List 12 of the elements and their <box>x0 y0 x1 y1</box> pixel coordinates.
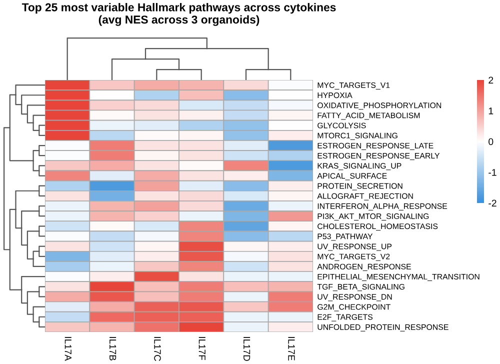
color-bar-label: 2 <box>488 76 494 84</box>
x-tick-label: IL17F <box>198 337 206 360</box>
chart-title: Top 25 most variable Hallmark pathways across cytokines (avg NES across 3 organoids) <box>22 3 336 26</box>
x-tick-label: IL17E <box>288 337 295 360</box>
x-tick-label: IL17C <box>154 337 161 362</box>
x-tick-label: IL17B <box>110 337 116 360</box>
x-tick-label: IL17A <box>64 337 72 361</box>
color-bar-label: -1 <box>488 169 496 176</box>
x-tick-label: IL17D <box>244 337 250 361</box>
color-bar-label: -2 <box>488 200 496 207</box>
color-bar-label: 1 <box>488 108 494 114</box>
color-bar-label: 0 <box>488 138 494 146</box>
